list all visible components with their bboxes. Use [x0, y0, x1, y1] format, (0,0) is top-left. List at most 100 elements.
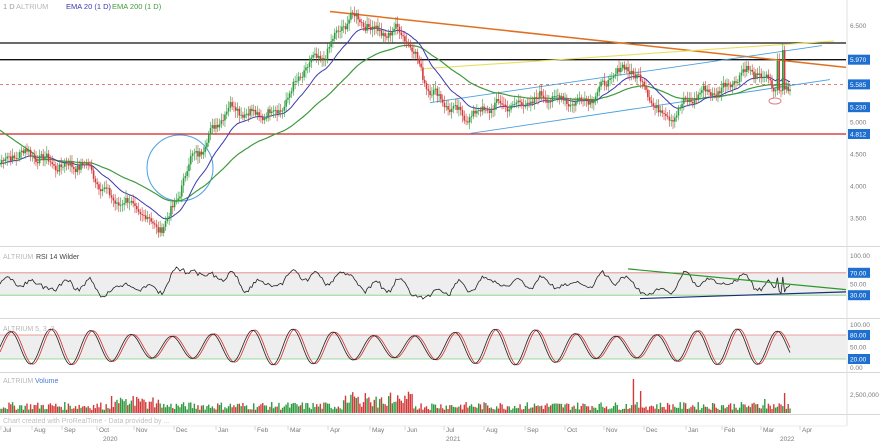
candle-body: [656, 105, 658, 109]
volume-bar: [294, 402, 296, 413]
candle-body: [92, 170, 95, 179]
candle-body: [337, 30, 340, 32]
candle-body: [279, 110, 282, 112]
candle-body: [328, 46, 331, 49]
volume-bar: [145, 402, 147, 413]
volume-bar: [15, 409, 17, 413]
candle-body: [31, 155, 34, 157]
candle-body: [283, 106, 286, 111]
candle-body: [87, 162, 89, 166]
volume-bar: [373, 399, 376, 413]
candle-body: [342, 26, 345, 28]
volume-bar: [343, 400, 345, 413]
volume-bar: [783, 393, 786, 413]
candle-body: [618, 68, 620, 73]
volume-bar: [467, 407, 469, 413]
volume-bar: [301, 402, 304, 413]
volume-bar: [486, 405, 489, 413]
channel-lower-line: [469, 79, 831, 134]
candle-body: [776, 60, 779, 91]
candle-body: [188, 164, 190, 172]
volume-bar: [121, 399, 124, 413]
candle-body: [710, 92, 712, 96]
candle-body: [535, 97, 538, 98]
candle-body: [659, 110, 662, 113]
candle-body: [360, 22, 363, 23]
downtrend-line: [329, 10, 847, 69]
x-axis-month: Jul: [3, 427, 12, 434]
volume-bar: [557, 403, 559, 413]
rsi-level-30: 30.00: [850, 293, 867, 300]
volume-bar: [100, 402, 102, 413]
candle-body: [549, 101, 552, 103]
rsi-level-tag: [848, 290, 870, 301]
volume-bar: [37, 402, 39, 413]
candle-body: [587, 100, 590, 105]
candle-body: [40, 154, 43, 156]
volume-bar: [177, 405, 179, 413]
volume-bar: [280, 409, 282, 413]
volume-bar: [621, 408, 624, 413]
candle-body: [222, 120, 224, 122]
volume-bar: [283, 406, 286, 413]
candle-body: [643, 81, 646, 87]
x-axis-month: Aug: [486, 427, 498, 434]
volume-label: Volume: [35, 378, 58, 385]
x-axis-month: Dec: [646, 427, 658, 434]
candle-body: [414, 51, 417, 54]
rsi-green-trendline: [627, 268, 847, 291]
candle-body: [243, 114, 246, 118]
volume-bar: [42, 404, 44, 413]
candle-body: [657, 105, 660, 113]
candle-body: [531, 101, 534, 104]
symbol-name: ALTRIUM: [16, 2, 48, 11]
price-tag-box: [848, 129, 870, 139]
volume-bar: [422, 409, 424, 413]
candle-body: [290, 91, 293, 94]
candle-body: [216, 124, 219, 128]
price-tag-label: 5.585: [850, 82, 867, 89]
volume-bar: [80, 407, 82, 413]
candle-body: [472, 110, 475, 117]
volume-bar: [447, 409, 449, 413]
candle-body: [267, 109, 269, 119]
candle-body: [215, 124, 217, 129]
candle-body: [125, 197, 127, 204]
volume-bar: [11, 402, 14, 413]
volume-bar: [427, 408, 429, 413]
volume-bar: [132, 396, 134, 413]
volume-bar: [431, 403, 433, 413]
volume-bar: [558, 403, 561, 413]
candle-body: [735, 81, 737, 83]
volume-bar: [191, 408, 194, 413]
volume-bar: [614, 402, 617, 413]
volume-bar: [40, 405, 43, 413]
volume-bar: [46, 408, 48, 413]
volume-bar: [749, 407, 752, 413]
volume-bar: [64, 402, 66, 413]
volume-bar: [742, 404, 744, 413]
candle-body: [537, 97, 539, 99]
volume-bar: [607, 409, 609, 413]
volume-bar: [445, 405, 447, 413]
volume-bar: [208, 404, 210, 413]
candle-body: [400, 32, 403, 36]
volume-bar: [458, 406, 460, 413]
volume-bar: [341, 409, 343, 413]
volume-bar: [605, 406, 608, 413]
x-axis-month: Nov: [136, 427, 148, 434]
volume-bar: [722, 405, 725, 413]
volume-bar: [242, 403, 244, 413]
volume-bar: [657, 409, 660, 413]
volume-bar: [379, 399, 381, 413]
volume-bar: [465, 402, 467, 413]
candle-body: [621, 64, 624, 68]
volume-bar: [389, 392, 392, 413]
candle-body: [94, 178, 97, 183]
volume-bar: [755, 404, 757, 413]
volume-bar: [231, 407, 233, 413]
candle-body: [314, 53, 316, 56]
candle-body: [281, 110, 284, 112]
candle-body: [503, 104, 505, 106]
volume-bar: [526, 402, 528, 413]
